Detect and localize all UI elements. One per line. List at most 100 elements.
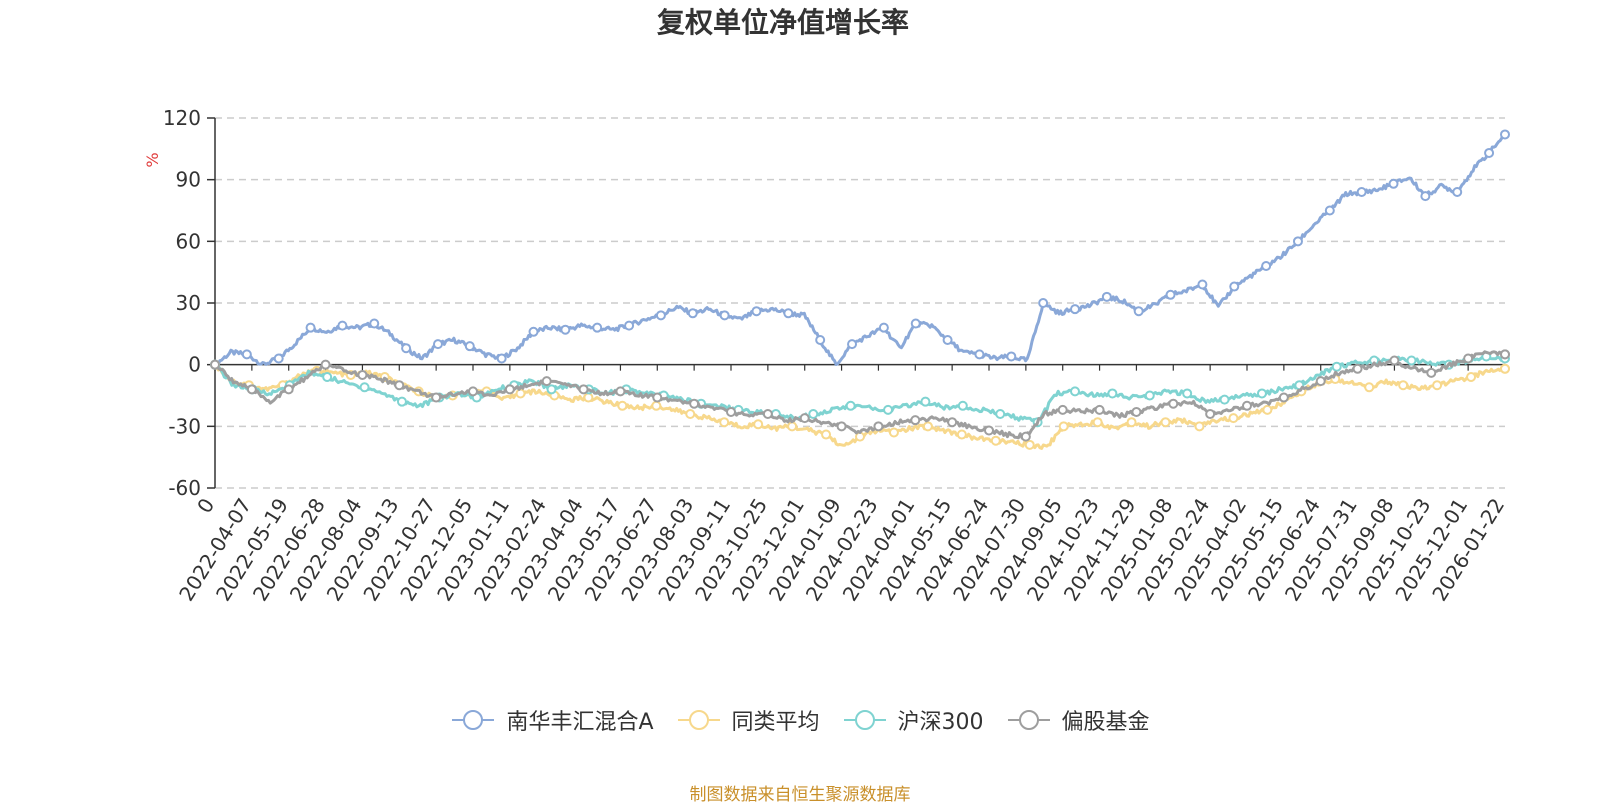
data-point (753, 419, 764, 430)
series-layer (210, 129, 1510, 450)
data-point (560, 324, 571, 335)
data-point (836, 421, 847, 432)
data-point (369, 318, 380, 329)
data-point (1452, 187, 1463, 197)
data-point (1278, 392, 1289, 403)
data-point (592, 322, 603, 333)
data-point (210, 359, 220, 370)
chart-title: 复权单位净值增长率 (657, 6, 909, 39)
data-point (726, 406, 736, 417)
data-point (496, 353, 507, 364)
data-point (624, 320, 635, 331)
data-point (1466, 372, 1477, 382)
data-point (1352, 363, 1363, 374)
data-point (719, 310, 730, 321)
data-point (1205, 409, 1216, 419)
data-point (583, 392, 594, 403)
data-point (305, 322, 316, 333)
y-tick-label: 60 (176, 229, 201, 253)
data-point (1144, 390, 1155, 401)
y-tick-label: 120 (163, 106, 201, 130)
data-point (689, 398, 700, 409)
legend-label: 沪深300 (897, 710, 984, 735)
data-point (1331, 361, 1342, 372)
x-tick-label: 0 (192, 494, 219, 518)
data-point (883, 404, 894, 415)
data-point (283, 384, 294, 395)
data-point (873, 421, 884, 432)
data-point (1324, 205, 1335, 216)
data-point (1463, 353, 1474, 364)
legend: 南华丰汇混合A 同类平均 沪深300 偏股基金 (0, 704, 1600, 736)
axes (207, 117, 1506, 489)
data-point (942, 335, 953, 345)
line-chart: 复权单位净值增长率 % 120 90 60 30 0 -30 -60 02022-04-07… (143, 6, 1510, 605)
data-point (241, 349, 252, 360)
data-point (847, 339, 858, 350)
data-point (528, 326, 539, 337)
data-point (808, 409, 819, 419)
data-point (1432, 380, 1443, 391)
data-point (888, 427, 899, 438)
data-point (910, 415, 921, 426)
data-point (431, 392, 442, 403)
legend-label: 同类平均 (731, 710, 820, 735)
data-point (878, 322, 889, 333)
data-point (821, 429, 832, 440)
data-point (1182, 388, 1193, 399)
legend-marker-icon (843, 710, 886, 730)
data-point (1131, 406, 1142, 417)
data-point (1292, 236, 1303, 247)
data-point (1020, 431, 1031, 442)
y-tick-label: 90 (176, 168, 201, 192)
data-point (1126, 417, 1137, 428)
data-point (1500, 349, 1510, 360)
legend-item[interactable]: 同类平均 (676, 704, 820, 736)
data-point (1406, 355, 1417, 366)
data-point (1133, 306, 1144, 317)
data-point (920, 396, 931, 407)
data-point (990, 435, 1001, 446)
data-point (1242, 400, 1252, 411)
data-point (956, 429, 967, 440)
data-point (957, 400, 968, 411)
y-tick-label: 30 (176, 291, 201, 315)
data-point (396, 396, 407, 407)
legend-label: 偏股基金 (1061, 710, 1150, 735)
data-point (815, 335, 826, 345)
data-point (1092, 417, 1103, 428)
data-point (1194, 421, 1205, 432)
legend-item[interactable]: 沪深300 (842, 704, 984, 736)
data-point (1197, 279, 1208, 290)
data-point (322, 372, 333, 382)
data-point (546, 384, 557, 395)
data-point (464, 341, 475, 352)
data-point (655, 310, 666, 321)
data-point (947, 417, 958, 428)
data-point (1228, 413, 1239, 424)
legend-label: 南华丰汇混合A (506, 710, 654, 735)
data-point (432, 339, 443, 350)
data-point (246, 384, 257, 395)
data-point (359, 382, 370, 393)
data-point (337, 320, 348, 331)
data-point (1315, 376, 1326, 387)
data-point (799, 413, 810, 424)
y-tick-labels: 120 90 60 30 0 -30 -60 (163, 106, 201, 500)
legend-item[interactable]: 偏股基金 (1006, 704, 1150, 736)
data-point (1058, 421, 1069, 432)
data-point (762, 409, 773, 419)
data-point (687, 308, 698, 319)
data-point (1165, 289, 1176, 300)
source-note: 制图数据来自恒生聚源数据库 (689, 785, 911, 805)
legend-marker-icon (677, 710, 720, 730)
data-point (1388, 178, 1399, 189)
series-line (214, 350, 1507, 440)
legend-item[interactable]: 南华丰汇混合A (450, 704, 654, 736)
data-point (1398, 380, 1409, 391)
data-point (652, 392, 663, 403)
data-point (541, 376, 552, 387)
data-point (1364, 382, 1375, 393)
data-point (1070, 386, 1080, 397)
